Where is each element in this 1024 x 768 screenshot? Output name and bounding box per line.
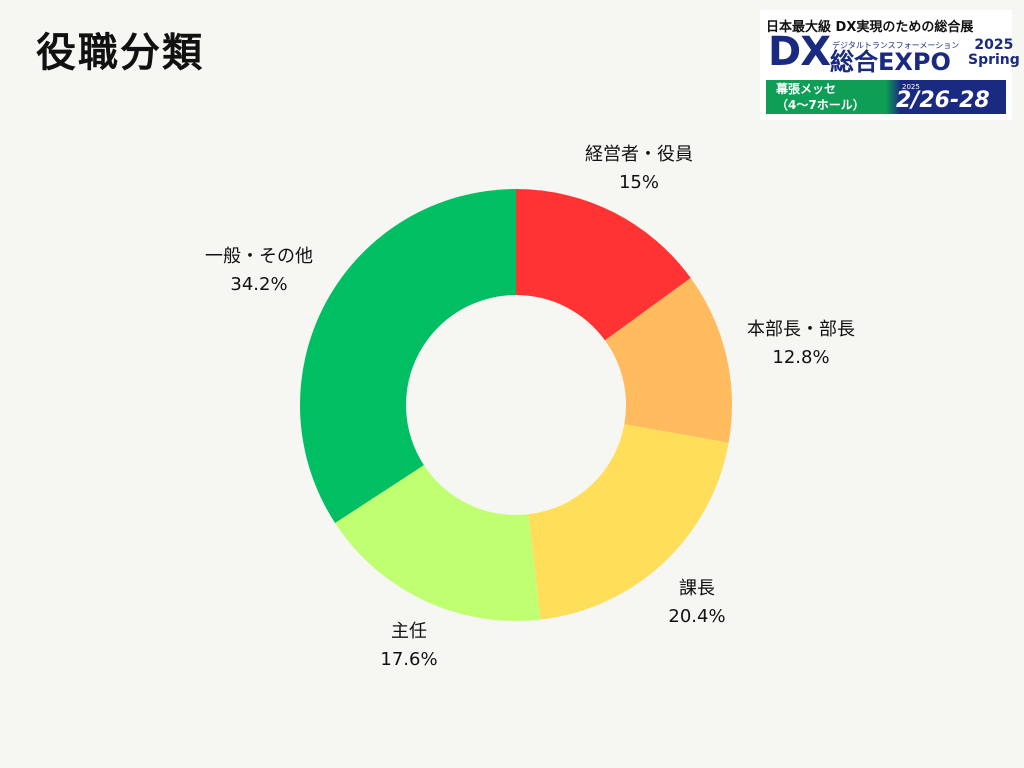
- logo-date: 2/26-28: [896, 88, 990, 113]
- slice-value-4: 17.6%: [380, 649, 437, 670]
- logo-dx: DX: [768, 29, 831, 75]
- page-title: 役職分類: [36, 30, 204, 76]
- logo-tagline: 日本最大級 DX実現のための総合展: [766, 20, 974, 35]
- slice-label-1: 経営者・役員: [585, 144, 693, 165]
- slice-value-5: 34.2%: [230, 274, 287, 295]
- slice-value-3: 20.4%: [668, 606, 725, 627]
- logo-venue-line2: （4〜7ホール）: [776, 97, 865, 112]
- donut-slice-4: [335, 465, 541, 622]
- logo-year-block: 2025 Spring: [968, 37, 1020, 69]
- logo-subtitle: デジタルトランスフォーメーション: [832, 41, 960, 50]
- slice-label-2: 本部長・部長: [747, 319, 855, 340]
- logo-band: 幕張メッセ （4〜7ホール） 2025 2/26-28: [766, 80, 1006, 114]
- logo-date-year: 2025: [902, 83, 920, 91]
- logo-venue: 幕張メッセ （4〜7ホール）: [776, 82, 865, 113]
- donut-slice-5: [299, 189, 516, 524]
- slice-label-5: 一般・その他: [205, 246, 313, 267]
- logo-season: Spring: [968, 52, 1020, 69]
- slice-label-3: 課長: [679, 578, 715, 599]
- logo-year: 2025: [974, 37, 1014, 53]
- slice-label-4: 主任: [391, 621, 427, 642]
- slice-value-1: 15%: [619, 172, 659, 193]
- logo-expo: 総合EXPO: [830, 48, 951, 76]
- donut-slice-1: [516, 189, 691, 341]
- event-logo: 日本最大級 DX実現のための総合展 DX デジタルトランスフォーメーション 総合…: [760, 10, 1020, 120]
- donut-slice-2: [604, 278, 732, 443]
- slice-value-2: 12.8%: [772, 347, 829, 368]
- donut-slice-3: [528, 424, 729, 620]
- logo-venue-line1: 幕張メッセ: [776, 82, 837, 96]
